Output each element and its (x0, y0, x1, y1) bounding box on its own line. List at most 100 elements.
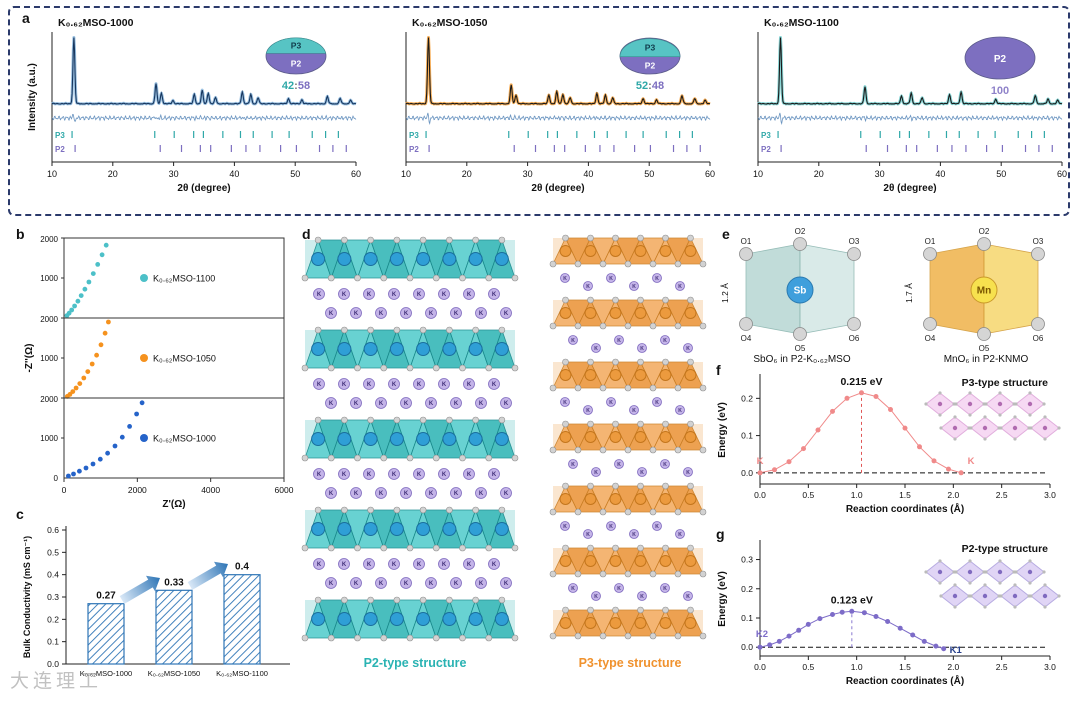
metal-atom (609, 369, 622, 381)
o-atom (649, 446, 657, 454)
o-atom (341, 416, 348, 424)
k-atom (606, 273, 616, 283)
svg-text:K: K (354, 311, 359, 317)
svg-text:K: K (663, 462, 667, 468)
o-atom (327, 274, 335, 282)
o-atom-label: O4 (925, 334, 936, 343)
k-atom (591, 467, 601, 477)
k-atom (438, 288, 450, 300)
p2-row-label: P2 (761, 145, 771, 154)
energy-point (844, 395, 850, 401)
k-atom (652, 521, 662, 531)
metal-atom (494, 252, 509, 266)
svg-text:3.0: 3.0 (1044, 490, 1056, 500)
p3-structure-caption: P3-type structure (578, 656, 682, 670)
k-atom (488, 468, 500, 480)
svg-text:K: K (454, 311, 459, 317)
o-atom (380, 274, 388, 282)
o-atom (612, 420, 619, 428)
k-atom (683, 591, 693, 601)
center-atom (786, 276, 814, 304)
barrier-annotation: 0.215 eV (840, 376, 882, 388)
svg-text:2000: 2000 (40, 315, 58, 324)
o-atom (432, 544, 440, 552)
o-atom (662, 420, 669, 428)
metal-atom (584, 431, 597, 443)
k-atom (313, 558, 325, 570)
k-atom (450, 397, 462, 409)
bond-length: 1.2 Å (720, 283, 730, 303)
o-atom (498, 416, 506, 424)
k-atom (614, 583, 624, 593)
o-atom (327, 454, 335, 462)
metal-atom (559, 493, 572, 505)
center-atom-label: Mn (977, 286, 991, 297)
metal-atom (337, 612, 352, 626)
o-atom (341, 506, 348, 514)
svg-text:K: K (379, 311, 384, 317)
svg-text:K: K (404, 581, 409, 587)
svg-text:0.1: 0.1 (741, 431, 753, 441)
svg-text:K: K (663, 338, 667, 344)
svg-text:60: 60 (1057, 169, 1067, 179)
y-axis-label: Intensity (a.u.) (27, 63, 38, 131)
o-atom-label: O1 (925, 237, 936, 246)
k-atom (475, 577, 487, 589)
svg-text:K: K (640, 470, 644, 476)
svg-text:0.3: 0.3 (47, 592, 59, 602)
o-atom (674, 260, 682, 268)
o-atom (367, 236, 374, 244)
o-atom (674, 508, 682, 516)
svg-text:K: K (479, 491, 484, 497)
metal-atom (363, 432, 378, 446)
o-atom (406, 274, 414, 282)
metal-atom (609, 617, 622, 629)
o-atom (574, 570, 582, 578)
o-atom (549, 322, 557, 330)
k-atom (350, 577, 362, 589)
k-atom (637, 343, 647, 353)
trend-arrow (187, 561, 228, 590)
o-atom (599, 632, 607, 640)
k-atom (652, 397, 662, 407)
svg-text:K: K (594, 594, 598, 600)
y-axis-label: Energy (eV) (717, 402, 728, 458)
o-atom (314, 326, 322, 334)
svg-text:0.5: 0.5 (802, 662, 814, 672)
svg-text:K: K (504, 401, 509, 407)
k-atom (400, 397, 412, 409)
svg-text:0.5: 0.5 (47, 547, 59, 557)
o-atom (459, 364, 466, 372)
metal-atom (494, 612, 509, 626)
svg-text:1.0: 1.0 (851, 490, 863, 500)
o-atom (354, 454, 361, 462)
o-atom-label: O3 (1033, 237, 1044, 246)
svg-text:0.0: 0.0 (741, 642, 753, 652)
pie-p3-slice (619, 38, 681, 57)
metal-atom (559, 431, 572, 443)
o-atom (419, 596, 427, 604)
panel-c-label: c (16, 506, 24, 522)
k-atom (413, 558, 425, 570)
svg-text:K: K (329, 581, 334, 587)
svg-text:K: K (586, 284, 590, 290)
o-atom (847, 317, 861, 331)
metal-atom (584, 617, 597, 629)
svg-text:20: 20 (462, 169, 472, 179)
o-atom (687, 296, 694, 304)
eis-subplot: 2000 1000 K₀.₆₂MSO-1050 (40, 315, 285, 399)
svg-text:K: K (678, 532, 682, 538)
o-atom-label: O6 (849, 334, 860, 343)
x-axis-label: Reaction coordinates (Å) (846, 674, 964, 687)
svg-text:K: K (367, 562, 372, 568)
o-atom (612, 234, 619, 242)
energy-point (910, 632, 916, 638)
svg-text:2000: 2000 (40, 395, 58, 404)
eis-series (64, 242, 109, 318)
svg-text:K: K (442, 562, 447, 568)
difference-curve (757, 112, 1063, 125)
xrd-plot-1100: 10 20 30 40 50 60 2θ (degree) P3 P2 K₀.₆₂MSO-1100… (753, 17, 1067, 194)
xrd-plot-1000: 10 20 30 40 50 60 2θ (degree) Intensity (a.u.) P… (27, 17, 361, 194)
svg-text:1.0: 1.0 (851, 662, 863, 672)
svg-text:3.0: 3.0 (1044, 662, 1056, 672)
